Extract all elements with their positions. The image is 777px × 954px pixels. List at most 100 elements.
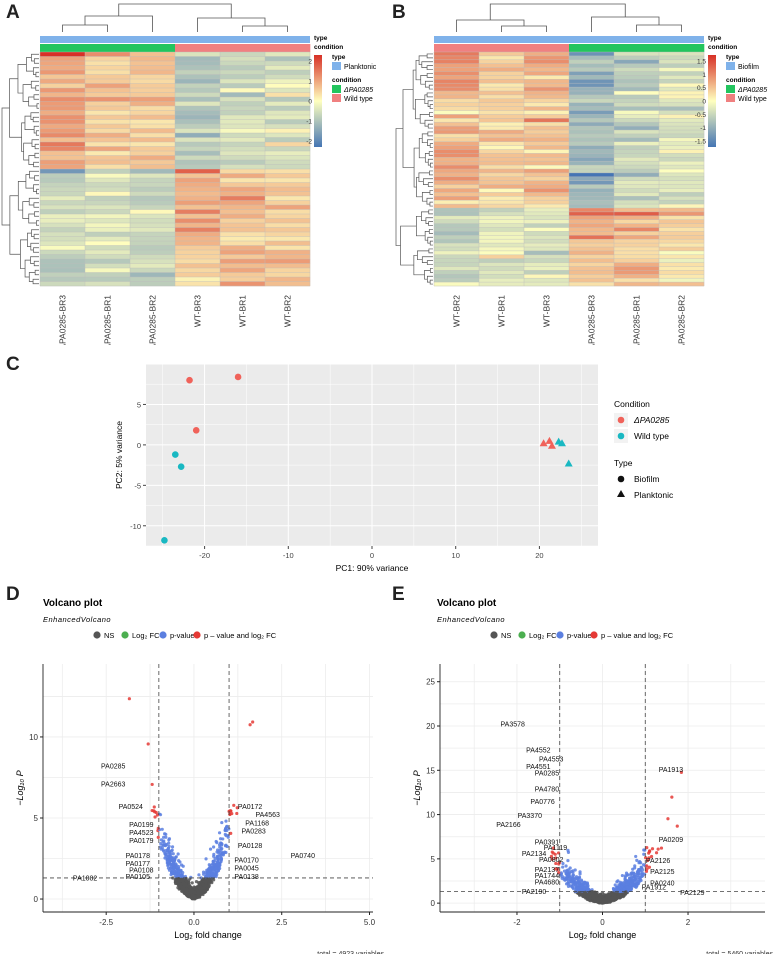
- heatmap-cell: [479, 114, 525, 119]
- pca-point: [161, 537, 168, 544]
- heatmap-cell: [569, 161, 615, 166]
- column-label: ΔPA0285-BR2: [677, 295, 687, 345]
- volcano-point: [218, 837, 223, 841]
- volcano-point: [593, 897, 597, 901]
- heatmap-cell: [434, 63, 480, 68]
- heatmap-cell: [85, 160, 131, 165]
- legend-label: Log₂ FC: [132, 631, 160, 640]
- column-label: ΔPA0285-BR2: [148, 295, 158, 345]
- column-label: ΔPA0285-BR1: [103, 295, 113, 345]
- volcano-point: [554, 856, 558, 860]
- volcano-point: [216, 857, 220, 861]
- dendrogram-branch: [426, 275, 433, 283]
- heatmap-cell: [85, 101, 131, 107]
- volcano-point: [634, 854, 638, 859]
- heatmap-cell: [479, 94, 525, 99]
- heatmap-cell: [614, 106, 660, 111]
- heatmap-cell: [659, 165, 705, 170]
- dendrogram-branch: [429, 201, 433, 207]
- heatmap-cell: [40, 191, 86, 197]
- dendrogram-branch: [400, 225, 417, 266]
- heatmap-cell: [85, 277, 131, 282]
- heatmap-cell: [85, 155, 131, 161]
- volcano-point: [646, 858, 650, 863]
- heatmap-cell: [40, 281, 86, 287]
- heatmap-cell: [130, 241, 176, 246]
- gene-label: PA1082: [73, 875, 97, 882]
- heatmap-cell: [659, 278, 705, 283]
- total-caption: total = 4923 variables: [317, 951, 384, 954]
- volcano-point: [220, 847, 224, 851]
- heatmap-cell: [130, 65, 176, 71]
- heatmap-cell: [265, 272, 311, 278]
- volcano-point: [588, 895, 592, 899]
- heatmap-cell: [85, 254, 131, 260]
- gene-label: PA4780: [535, 786, 559, 793]
- volcano-point: [174, 881, 178, 886]
- heatmap-cell: [614, 243, 660, 248]
- legend-condition-label: ΔPA0285: [343, 87, 373, 94]
- heatmap-cell: [265, 137, 311, 143]
- dendrogram-branch: [428, 248, 433, 254]
- heatmap-cell: [175, 169, 221, 174]
- volcano-subtitle: EnhancedVolcano: [437, 615, 505, 624]
- dendrogram-branch: [30, 112, 39, 120]
- volcano-point: [232, 803, 236, 807]
- heatmap-cell: [434, 270, 480, 275]
- volcano-point: [615, 885, 619, 889]
- heatmap-cell: [569, 258, 615, 263]
- dendrogram-branch: [33, 161, 39, 168]
- volcano-point: [177, 859, 181, 863]
- heatmap-cell: [659, 274, 705, 279]
- volcano-point: [633, 864, 637, 868]
- heatmap-cell: [569, 227, 615, 232]
- heatmap-cell: [524, 110, 570, 115]
- volcano-point: [585, 884, 589, 888]
- volcano-point: [590, 892, 594, 897]
- legend-condition-swatch: [332, 94, 341, 102]
- heatmap-cell: [479, 106, 525, 111]
- heatmap-cells: [40, 52, 311, 287]
- heatmap-cell: [614, 192, 660, 197]
- heatmap-cell: [479, 52, 525, 57]
- condition-annotation-cell: [130, 44, 176, 52]
- y-axis-label: −Log₁₀ P: [15, 770, 25, 805]
- volcano-point: [622, 893, 626, 898]
- volcano-point: [647, 856, 651, 860]
- heatmap-cell: [524, 247, 570, 252]
- x-tick-label: 2: [686, 918, 691, 927]
- heatmap-cell: [85, 182, 131, 188]
- heatmap-cell: [265, 205, 311, 210]
- legend-marker: [93, 631, 101, 639]
- dendrogram-branch: [84, 15, 153, 32]
- heatmap-cell: [434, 282, 480, 287]
- dendrogram-branch: [428, 221, 433, 226]
- heatmap-cell: [614, 165, 660, 170]
- heatmap-cell: [130, 119, 176, 125]
- heatmap-cell: [524, 243, 570, 248]
- heatmap-cell: [175, 272, 221, 278]
- heatmap-cell: [614, 145, 660, 150]
- heatmap-cell: [569, 274, 615, 279]
- heatmap-cell: [479, 149, 525, 154]
- gene-label: PA4563: [255, 812, 279, 819]
- heatmap-cell: [85, 74, 131, 80]
- heatmap-cell: [220, 115, 266, 120]
- heatmap-cell: [175, 214, 221, 219]
- gene-label: PA2137: [535, 867, 559, 874]
- heatmap-cell: [130, 236, 176, 242]
- heatmap-cell: [524, 165, 570, 170]
- heatmap-cell: [659, 98, 705, 103]
- heatmap-cell: [614, 235, 660, 240]
- heatmap-cell: [569, 196, 615, 201]
- heatmap-cell: [130, 137, 176, 143]
- heatmap-cell: [569, 270, 615, 275]
- volcano-point: [176, 867, 180, 872]
- condition-annotation-cell: [220, 44, 266, 52]
- heatmap-cell: [85, 79, 131, 84]
- heatmap-cell: [569, 250, 615, 255]
- volcano-point: [150, 782, 154, 787]
- heatmap-cell: [130, 254, 176, 260]
- heatmap-cell: [85, 236, 131, 242]
- volcano-point: [210, 866, 214, 870]
